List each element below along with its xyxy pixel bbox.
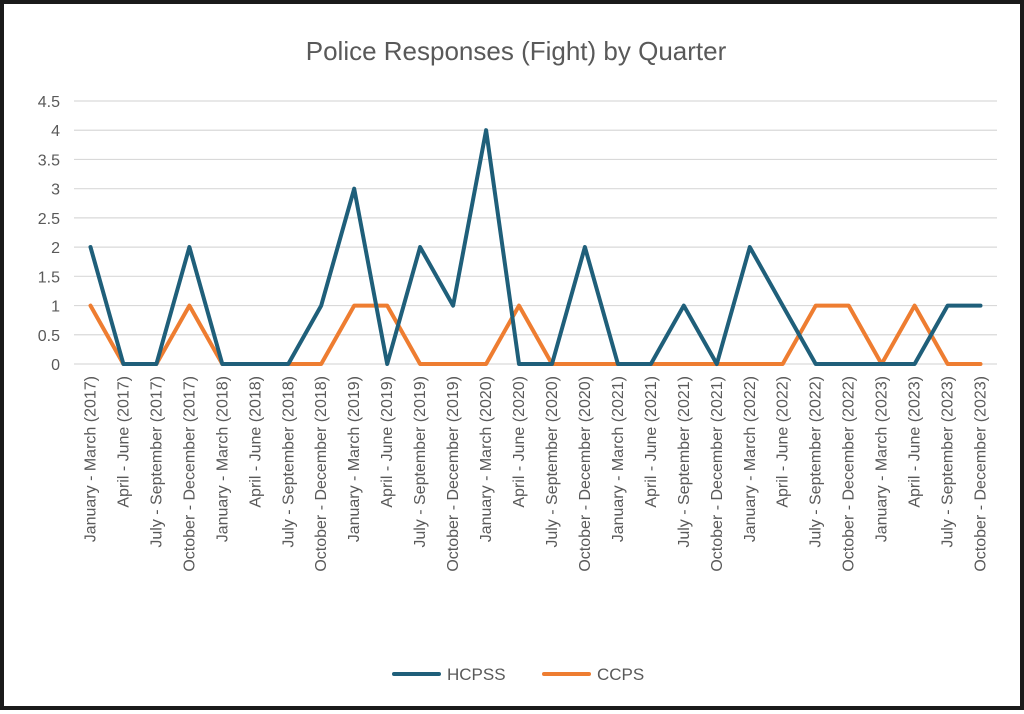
legend: HCPSS CCPS <box>394 665 644 684</box>
x-tick-label: October - December (2019) <box>445 376 462 572</box>
x-tick-label: October - December (2021) <box>709 376 726 572</box>
x-tick-label: July - September (2023) <box>940 376 957 548</box>
x-tick-label: October - December (2023) <box>973 376 990 572</box>
x-tick-label: January - March (2023) <box>874 376 891 542</box>
x-tick-label: April - June (2018) <box>247 376 264 508</box>
x-tick-label: July - September (2020) <box>544 376 561 548</box>
y-tick-label: 2 <box>51 240 60 257</box>
x-tick-label: October - December (2018) <box>313 376 330 572</box>
y-tick-label: 0 <box>51 357 60 374</box>
y-axis-ticks: 0 0.5 1 1.5 2 2.5 3 3.5 4 4.5 <box>38 94 60 374</box>
legend-label: HCPSS <box>447 665 506 684</box>
y-tick-label: 0.5 <box>38 328 60 345</box>
legend-item-ccps: CCPS <box>544 665 644 684</box>
chart-title: Police Responses (Fight) by Quarter <box>306 36 727 66</box>
x-tick-label: January - March (2018) <box>214 376 231 542</box>
y-tick-label: 4.5 <box>38 94 60 111</box>
x-tick-label: July - September (2022) <box>808 376 825 548</box>
x-axis-ticks: January - March (2017) April - June (2017… <box>82 376 989 572</box>
x-tick-label: April - June (2022) <box>775 376 792 508</box>
x-tick-label: January - March (2019) <box>346 376 363 542</box>
legend-label: CCPS <box>597 665 644 684</box>
x-tick-label: April - June (2023) <box>907 376 924 508</box>
x-tick-label: July - September (2021) <box>676 376 693 548</box>
x-tick-label: October - December (2022) <box>841 376 858 572</box>
y-tick-label: 3.5 <box>38 152 60 169</box>
y-tick-label: 1.5 <box>38 269 60 286</box>
x-tick-label: April - June (2021) <box>643 376 660 508</box>
x-tick-label: October - December (2017) <box>181 376 198 572</box>
y-tick-label: 3 <box>51 182 60 199</box>
x-tick-label: January - March (2022) <box>742 376 759 542</box>
y-tick-label: 2.5 <box>38 211 60 228</box>
y-tick-label: 4 <box>51 123 60 140</box>
x-tick-label: January - March (2020) <box>478 376 495 542</box>
x-tick-label: July - September (2018) <box>280 376 297 548</box>
x-tick-label: January - March (2021) <box>610 376 627 542</box>
x-tick-label: April - June (2020) <box>511 376 528 508</box>
x-tick-label: April - June (2019) <box>379 376 396 508</box>
x-tick-label: October - December (2020) <box>577 376 594 572</box>
legend-item-hcpss: HCPSS <box>394 665 506 684</box>
x-tick-label: July - September (2019) <box>412 376 429 548</box>
x-tick-label: July - September (2017) <box>148 376 165 548</box>
x-tick-label: April - June (2017) <box>115 376 132 508</box>
line-chart: Police Responses (Fight) by Quarter 0 0.5… <box>4 4 1024 714</box>
x-tick-label: January - March (2017) <box>82 376 99 542</box>
y-tick-label: 1 <box>51 299 60 316</box>
